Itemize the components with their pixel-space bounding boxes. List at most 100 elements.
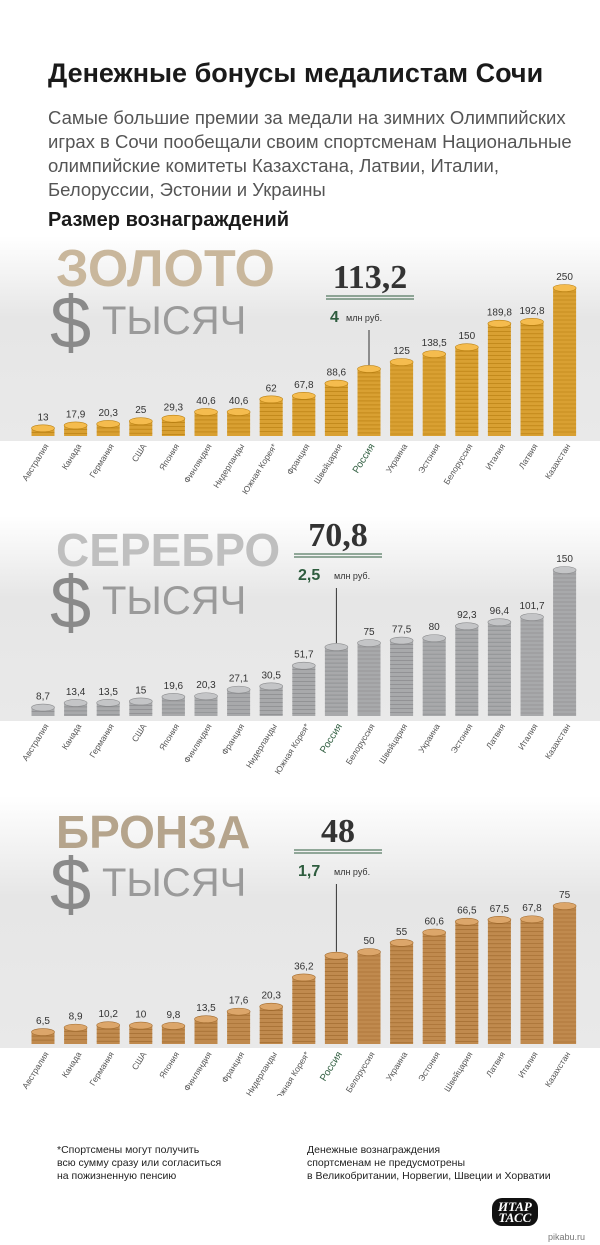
data-label: 19,6: [164, 681, 184, 692]
bar-top: [96, 420, 120, 428]
bar: [129, 417, 153, 436]
bar-body: [455, 347, 479, 436]
bar-top: [194, 692, 218, 701]
category-label: Украина: [416, 722, 442, 755]
bar-top: [552, 566, 577, 574]
category-label: Эстония: [449, 721, 475, 755]
bar-top: [552, 902, 577, 910]
category-label: США: [130, 441, 149, 463]
category-label: Швейцария: [312, 441, 345, 485]
bar: [194, 692, 218, 716]
data-label: 17,6: [229, 996, 249, 1007]
data-label: 20,3: [98, 408, 118, 419]
bar-top: [31, 424, 55, 433]
bar: [291, 392, 316, 436]
bar: [357, 948, 381, 1044]
bar-top: [96, 1021, 120, 1030]
bar-body: [96, 1025, 120, 1044]
bar-body: [390, 942, 414, 1044]
category-label: Украина: [384, 1050, 410, 1083]
category-label: Япония: [157, 1049, 181, 1080]
footnote-right-line: спортсменам не предусмотрены: [307, 1157, 466, 1169]
data-label: 150: [458, 331, 475, 342]
data-label: 13,5: [98, 687, 118, 698]
bar-top: [422, 350, 447, 358]
data-label: 96,4: [490, 606, 510, 617]
bar: [63, 699, 88, 716]
bar-top: [31, 1028, 55, 1036]
bar-top: [161, 1022, 186, 1030]
bar: [324, 643, 349, 716]
data-label: 66,5: [457, 906, 477, 917]
bar: [31, 703, 55, 716]
bar: [226, 1007, 251, 1044]
bar-top: [357, 365, 381, 373]
bar-top: [226, 1007, 251, 1016]
bar-body: [553, 570, 577, 716]
bar: [194, 408, 218, 436]
bar: [487, 319, 512, 436]
bar-top: [291, 661, 316, 670]
bar: [357, 639, 381, 716]
category-label: Южная Корея*: [272, 1049, 311, 1096]
bar-body: [390, 640, 414, 716]
data-label: 25: [135, 405, 147, 416]
category-label: Франция: [285, 441, 312, 476]
category-label: Нидерланды: [211, 442, 246, 490]
bar: [63, 421, 88, 436]
bar: [520, 915, 544, 1044]
highlight-rub: 1,7: [298, 863, 320, 880]
data-label: 150: [556, 554, 573, 565]
data-label: 55: [396, 927, 408, 938]
highlight-value: 70,8: [308, 517, 368, 554]
bar-body: [520, 919, 544, 1044]
data-label: 92,3: [457, 610, 477, 621]
bar: [161, 414, 186, 436]
category-label: Франция: [219, 1049, 246, 1084]
bar-top: [259, 682, 284, 691]
bar-body: [520, 321, 544, 436]
bar: [389, 939, 414, 1044]
category-label: Франция: [219, 721, 246, 756]
bar-body: [357, 643, 381, 716]
data-label: 9,8: [166, 1010, 180, 1021]
bar-body: [161, 1025, 185, 1044]
bar-body: [357, 368, 381, 436]
data-label: 138,5: [422, 338, 447, 349]
bar: [161, 693, 186, 716]
category-label: Нидерланды: [244, 722, 279, 770]
bar-top: [357, 639, 381, 647]
data-label: 40,6: [196, 396, 216, 407]
bar-body: [259, 686, 283, 716]
data-label: 50: [363, 936, 375, 947]
silver-chart: СЕРЕБРО$ ТЫСЯЧ 8,7 Австралия 13,4 Канада 13,5 Г…: [20, 517, 577, 776]
bar-top: [63, 1023, 88, 1032]
watermark: pikabu.ru: [548, 1232, 586, 1242]
bar-body: [259, 399, 283, 436]
highlight-rub-unit: млн руб.: [334, 571, 370, 581]
bar-top: [129, 417, 153, 425]
category-label: Латвия: [484, 721, 507, 750]
category-label: Канада: [60, 1050, 84, 1080]
category-label: Италия: [516, 1049, 540, 1079]
data-label: 80: [429, 622, 441, 633]
bar-body: [553, 906, 577, 1044]
dollar-icon: $: [50, 281, 91, 364]
bar-top: [422, 634, 447, 642]
highlight-rub: 2,5: [298, 567, 320, 584]
category-label: Германия: [87, 721, 116, 759]
highlight-rub-unit: млн руб.: [334, 867, 370, 877]
bar-body: [487, 622, 511, 716]
bar: [520, 613, 544, 716]
data-label: 36,2: [294, 961, 314, 972]
category-label: Казахстан: [543, 722, 573, 761]
data-label: 77,5: [392, 625, 412, 636]
bar-top: [63, 421, 88, 430]
data-label: 250: [556, 272, 573, 283]
bar-top: [194, 1015, 218, 1023]
data-label: 20,3: [196, 680, 216, 691]
bar-top: [324, 951, 349, 960]
section-heading: Размер вознаграждений: [48, 209, 290, 231]
bar-body: [324, 383, 348, 436]
category-label: Швейцария: [442, 1049, 475, 1093]
